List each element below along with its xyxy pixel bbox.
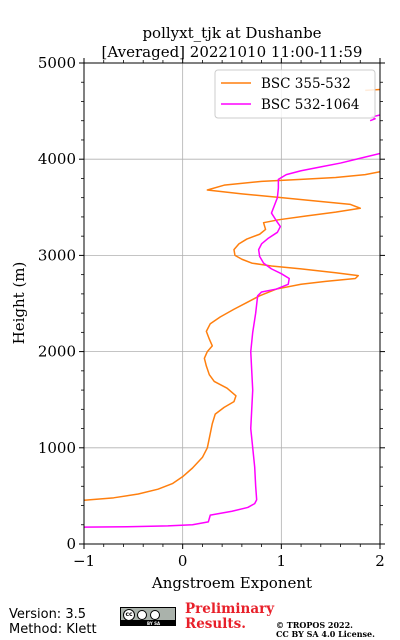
y-tick-label: 4000 bbox=[38, 150, 76, 168]
x-tick-label: 1 bbox=[277, 552, 287, 570]
series-line-bsc-532-1064-1 bbox=[84, 152, 380, 528]
y-tick-label: 2000 bbox=[38, 343, 76, 361]
copyright-line-1: © TROPOS 2022. bbox=[276, 620, 353, 630]
version-text: Version: 3.5 bbox=[9, 607, 86, 622]
plot-frame bbox=[83, 62, 381, 545]
preliminary-results-note: Preliminary Results. bbox=[185, 602, 274, 632]
preliminary-line-1: Preliminary bbox=[185, 601, 275, 617]
x-tick-label: 0 bbox=[178, 552, 188, 570]
x-axis-label: Angstroem Exponent bbox=[151, 574, 312, 592]
cc-license-badge: cc BY SA bbox=[120, 607, 176, 626]
by-person-icon bbox=[137, 610, 147, 620]
grid-lines bbox=[83, 62, 381, 545]
legend: BSC 355-532 BSC 532-1064 bbox=[214, 69, 376, 119]
copyright-line-2: CC BY SA 4.0 License. bbox=[276, 629, 375, 639]
y-tick-label: 1000 bbox=[38, 439, 76, 457]
sa-share-icon bbox=[150, 610, 160, 620]
y-axis-label: Height (m) bbox=[10, 262, 28, 345]
legend-box bbox=[214, 69, 376, 119]
axis-ticks bbox=[79, 58, 385, 549]
method-text: Method: Klett bbox=[9, 622, 97, 637]
y-tick-label: 0 bbox=[66, 535, 76, 553]
x-tick-label: 2 bbox=[375, 552, 385, 570]
preliminary-line-2: Results. bbox=[185, 616, 246, 632]
chart-title-line1: pollyxt_tjk at Dushanbe bbox=[142, 24, 321, 42]
chart-title-line2: [Averaged] 20221010 11:00-11:59 bbox=[102, 43, 363, 61]
data-curves bbox=[84, 88, 380, 528]
x-tick-label: −1 bbox=[73, 552, 95, 570]
series-line-bsc-355-532-0 bbox=[84, 170, 380, 501]
cc-logo-icon: cc bbox=[123, 609, 135, 621]
legend-label-bsc-355-532: BSC 355-532 bbox=[261, 76, 351, 92]
legend-label-bsc-532-1064: BSC 532-1064 bbox=[261, 97, 359, 113]
y-tick-label: 5000 bbox=[38, 54, 76, 72]
y-tick-label: 3000 bbox=[38, 246, 76, 264]
cc-badge-label: BY SA bbox=[147, 621, 161, 626]
